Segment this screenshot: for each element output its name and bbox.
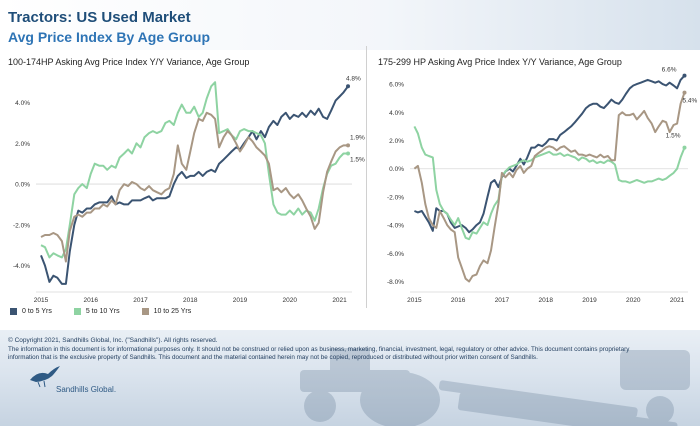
x-tick-label: 2021 (670, 297, 685, 304)
x-tick-label: 2015 (407, 297, 422, 304)
x-tick-label: 2016 (451, 297, 466, 304)
series-endpoint-5to10 (682, 145, 687, 150)
chart-1-plot: -4.0% -2.0% 0.0% 2.0% 4.0% 2015 2016 2017 2018 20… (13, 75, 365, 304)
series-endpoint-0to5 (682, 73, 687, 78)
page-subtitle: Avg Price Index By Age Group (8, 29, 211, 45)
brand-name: Sandhills Global. (56, 385, 117, 394)
series-line-10to25 (40, 111, 348, 263)
x-tick-label: 2017 (495, 297, 510, 304)
chart-divider (366, 46, 367, 308)
y-tick-label: 0.0% (389, 166, 404, 173)
legend-label-10to25: 10 to 25 Yrs (153, 308, 192, 315)
x-tick-label: 2019 (582, 297, 597, 304)
x-tick-label: 2017 (133, 297, 148, 304)
end-label-10to25: 5.4% (682, 98, 697, 105)
y-tick-label: -6.0% (387, 251, 404, 258)
series-line-10to25 (413, 92, 686, 283)
header-band (0, 0, 700, 50)
end-label-10to25: 1.9% (350, 134, 365, 141)
crane-logo-icon (30, 366, 60, 388)
series-line-5to10 (40, 81, 348, 259)
charts-canvas: -4.0% -2.0% 0.0% 2.0% 4.0% 2015 2016 2017 2018 20… (13, 67, 698, 304)
series-endpoint-10to25 (346, 143, 351, 148)
y-tick-label: -8.0% (387, 279, 404, 286)
y-tick-label: 4.0% (15, 100, 30, 107)
y-tick-label: 2.0% (389, 138, 404, 145)
disclaimer-text: The information in this document is for … (8, 346, 630, 361)
legend-item-0to5: 0 to 5 Yrs (10, 308, 52, 315)
legend-swatch-10to25 (141, 308, 149, 315)
end-label-5to10: 1.5% (350, 157, 365, 164)
legend-swatch-5to10 (73, 308, 81, 315)
x-tick-label: 2015 (34, 297, 49, 304)
legend-swatch-0to5 (10, 308, 17, 315)
y-tick-label: -4.0% (387, 223, 404, 230)
x-tick-label: 2019 (233, 297, 248, 304)
x-tick-label: 2016 (84, 297, 99, 304)
y-tick-label: -2.0% (387, 194, 404, 201)
x-tick-label: 2018 (538, 297, 553, 304)
legend-label-5to10: 5 to 10 Yrs (85, 308, 120, 315)
series-line-5to10 (413, 125, 686, 241)
x-tick-label: 2020 (283, 297, 298, 304)
series-endpoint-5to10 (346, 151, 351, 156)
legend: 0 to 5 Yrs 5 to 10 Yrs 10 to 25 Yrs (10, 308, 191, 315)
y-tick-label: 6.0% (389, 82, 404, 89)
legend-item-5to10: 5 to 10 Yrs (73, 308, 120, 315)
end-label-0to5: 6.6% (662, 67, 677, 74)
chart-2-plot: -8.0% -6.0% -4.0% -2.0% 0.0% 2.0% 4.0% 6.0% 2015… (387, 67, 698, 304)
end-label-0to5: 4.8% (346, 75, 361, 82)
legend-label-0to5: 0 to 5 Yrs (22, 308, 52, 315)
chart-2-title: 175-299 HP Asking Avg Price Index Y/Y Va… (378, 57, 622, 67)
footer-machinery-art (300, 348, 690, 426)
series-line-0to5 (414, 74, 686, 234)
chart-1-title: 100-174HP Asking Avg Price Index Y/Y Var… (8, 57, 250, 67)
page-title: Tractors: US Used Market (8, 9, 191, 26)
x-tick-label: 2020 (626, 297, 641, 304)
x-tick-label: 2018 (183, 297, 198, 304)
y-tick-label: -4.0% (13, 263, 30, 270)
y-tick-label: 2.0% (15, 141, 30, 148)
series-line-0to5 (40, 85, 349, 285)
y-tick-label: -2.0% (13, 222, 30, 229)
series-endpoint-0to5 (346, 84, 351, 89)
copyright-text: © Copyright 2021, Sandhills Global, Inc.… (8, 337, 218, 344)
x-tick-label: 2021 (332, 297, 347, 304)
y-tick-label: 4.0% (389, 110, 404, 117)
y-tick-label: 0.0% (15, 182, 30, 189)
legend-item-10to25: 10 to 25 Yrs (141, 308, 192, 315)
series-endpoint-10to25 (682, 90, 687, 95)
end-label-5to10: 1.5% (666, 133, 681, 140)
footer-band (0, 330, 700, 426)
